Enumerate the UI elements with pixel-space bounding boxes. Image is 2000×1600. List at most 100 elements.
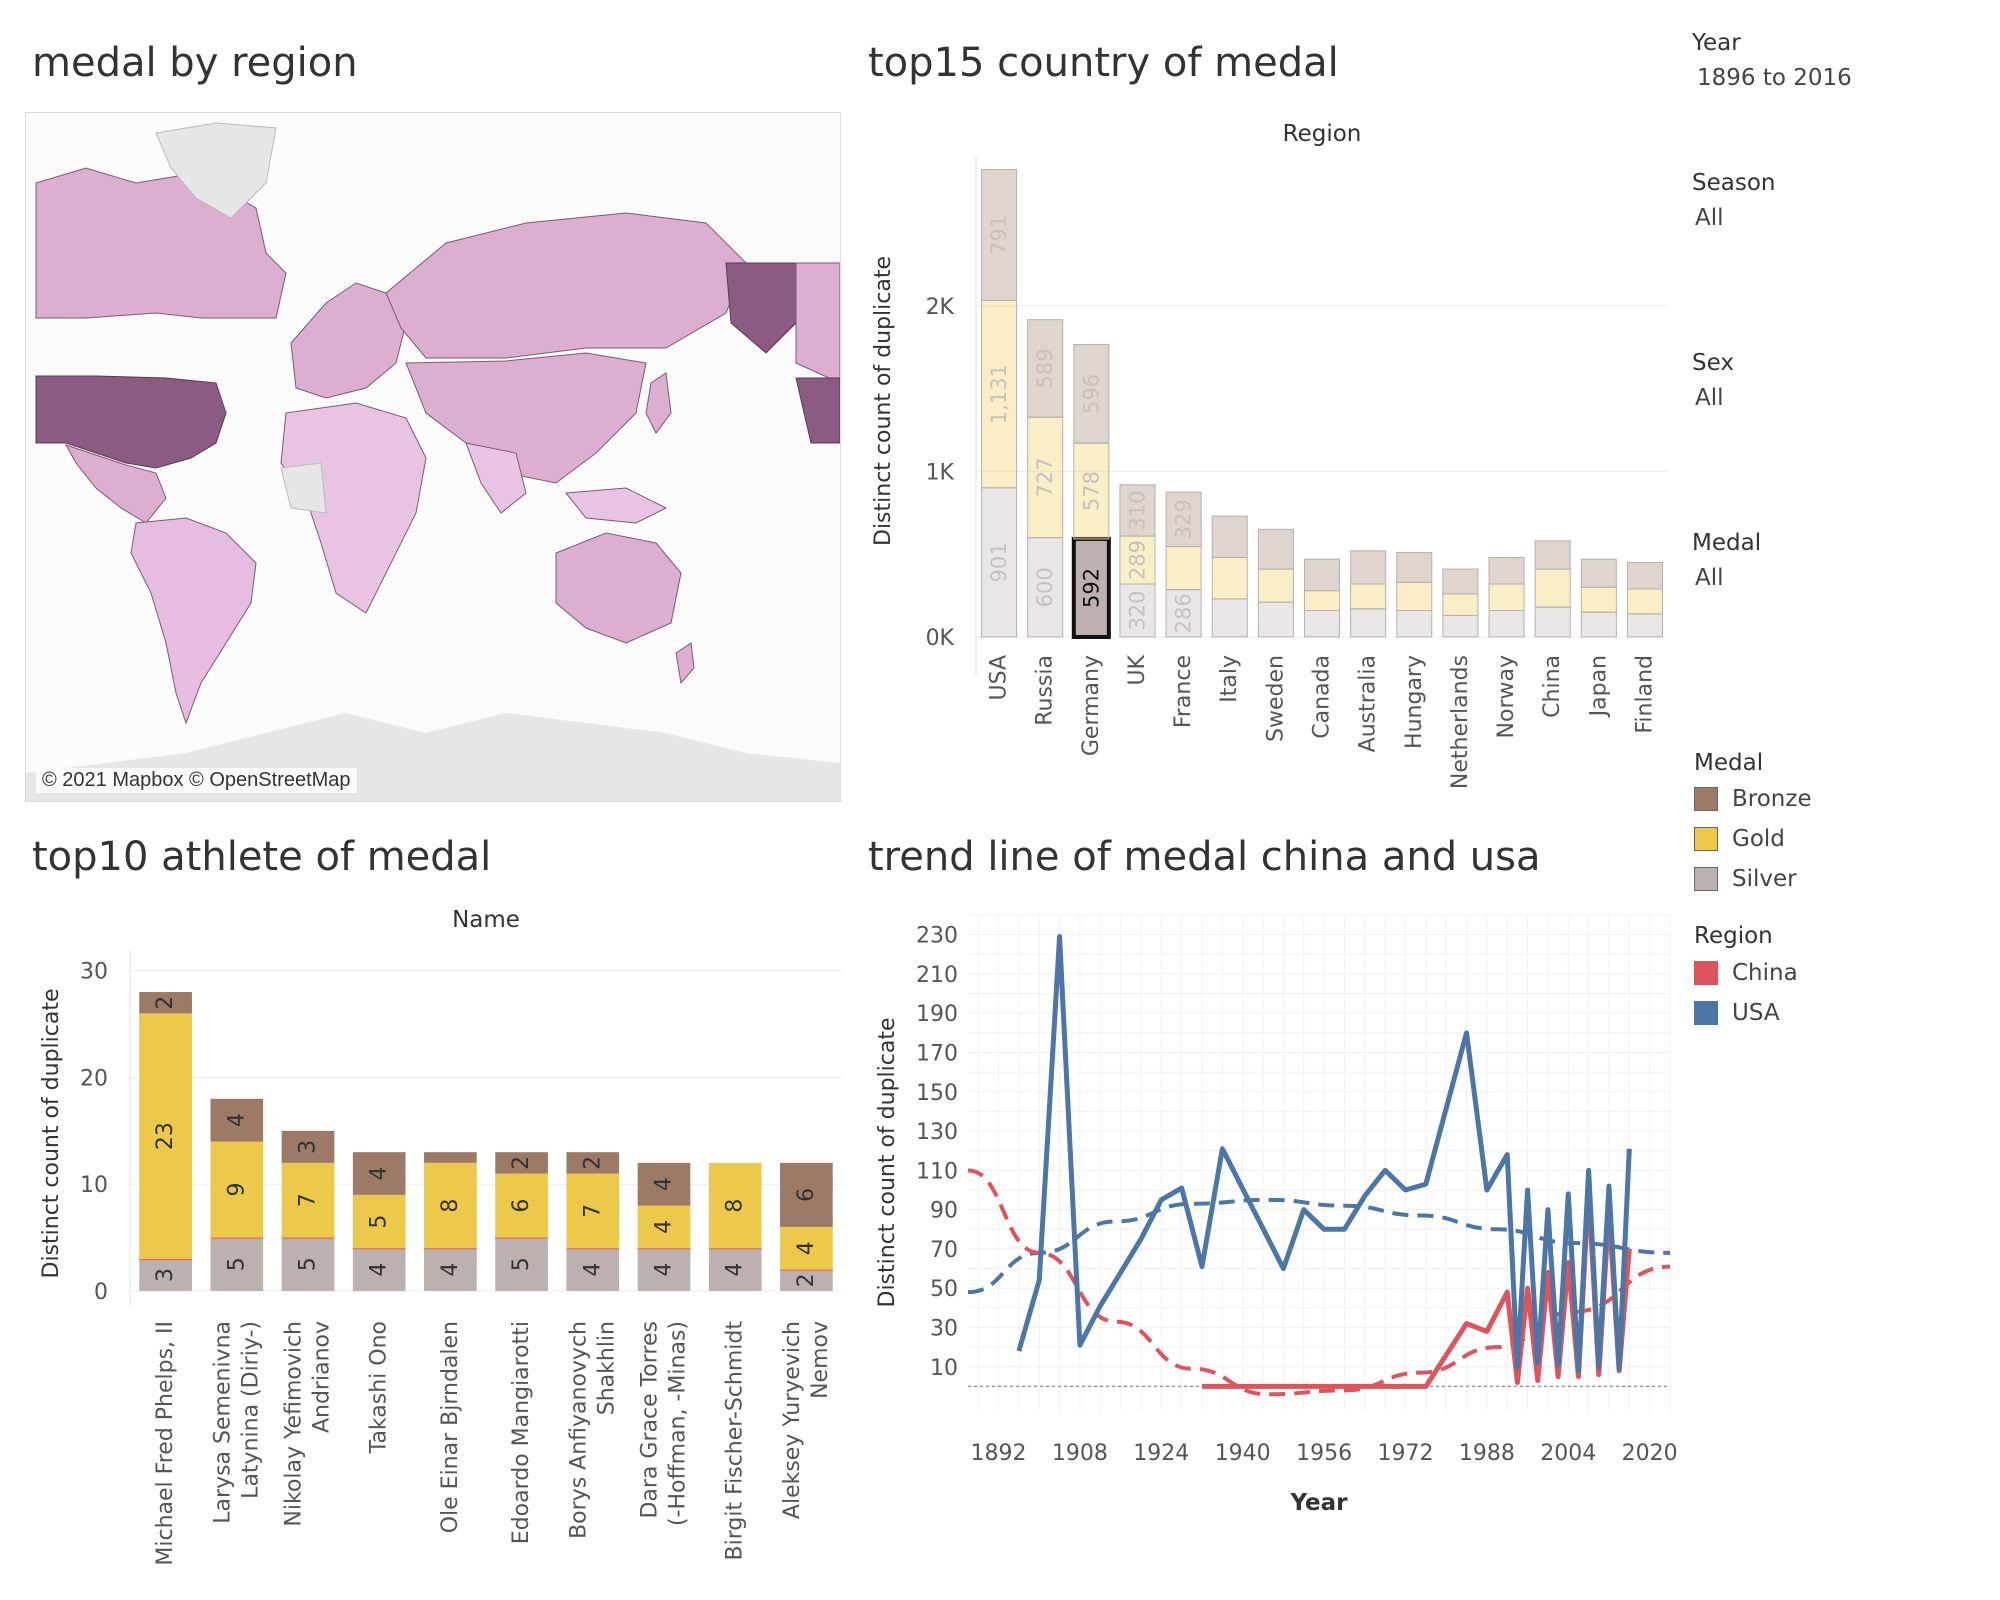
bar-segment[interactable] xyxy=(1534,568,1571,608)
bar-segment[interactable] xyxy=(1165,589,1202,638)
bar-segment[interactable] xyxy=(1534,540,1571,570)
bar-segment[interactable] xyxy=(1350,550,1387,585)
bar-segment[interactable] xyxy=(1626,561,1663,590)
bar-segment[interactable] xyxy=(1350,608,1387,638)
bar-segment[interactable] xyxy=(1073,442,1110,540)
bar-segment[interactable] xyxy=(708,1248,762,1291)
sex-filter-value[interactable]: All xyxy=(1695,385,1724,411)
usa-east-region[interactable] xyxy=(795,377,840,444)
legend-item-bronze[interactable]: Bronze xyxy=(1694,784,1812,814)
bar-segment[interactable] xyxy=(1442,568,1479,595)
medal-filter-value[interactable]: All xyxy=(1695,565,1724,591)
legend-item-china[interactable]: China xyxy=(1694,958,1798,988)
world-map[interactable]: © 2021 Mapbox © OpenStreetMap xyxy=(25,112,841,802)
europe-region[interactable] xyxy=(290,282,407,399)
usa-region[interactable] xyxy=(35,375,227,469)
bar-segment[interactable] xyxy=(1396,610,1433,638)
bar-segment[interactable] xyxy=(1488,610,1525,638)
asia-region[interactable] xyxy=(405,352,647,484)
bar-segment[interactable] xyxy=(1626,613,1663,638)
bar-segment[interactable] xyxy=(637,1205,691,1249)
bar-segment[interactable] xyxy=(981,299,1018,489)
bar-segment[interactable] xyxy=(1350,583,1387,610)
japan-region[interactable] xyxy=(645,372,672,434)
bar-segment[interactable] xyxy=(281,1130,335,1163)
bar-segment[interactable] xyxy=(281,1162,335,1238)
south-america-region[interactable] xyxy=(130,517,257,725)
bar-segment[interactable] xyxy=(1257,528,1294,570)
bar-segment[interactable] xyxy=(424,1162,477,1249)
bar-segment[interactable] xyxy=(1027,416,1064,539)
legend-item-usa[interactable]: USA xyxy=(1694,998,1780,1028)
legend-item-gold[interactable]: Gold xyxy=(1694,824,1785,854)
bar-segment[interactable] xyxy=(1580,586,1617,613)
bar-segment[interactable] xyxy=(495,1173,548,1238)
bar-segment[interactable] xyxy=(352,1194,406,1249)
bar-segment[interactable] xyxy=(780,1226,833,1270)
bar-segment[interactable] xyxy=(1580,558,1617,588)
bar-segment[interactable] xyxy=(495,1237,548,1291)
bar-segment[interactable] xyxy=(1211,557,1248,600)
south-asia-region[interactable] xyxy=(465,442,527,514)
bar-segment[interactable] xyxy=(424,1152,477,1163)
bar-segment[interactable] xyxy=(566,1152,620,1174)
bar-segment[interactable] xyxy=(1211,515,1248,559)
bar-segment[interactable] xyxy=(637,1162,691,1206)
bar-segment[interactable] xyxy=(780,1269,833,1291)
bar-segment[interactable] xyxy=(352,1248,406,1291)
alaska-region[interactable] xyxy=(725,262,797,354)
bar-segment[interactable] xyxy=(1165,546,1202,591)
bar-segment[interactable] xyxy=(1488,557,1525,585)
bar-segment[interactable] xyxy=(1073,344,1110,444)
bar-segment[interactable] xyxy=(566,1173,620,1249)
bar-segment[interactable] xyxy=(981,168,1018,301)
bar-segment[interactable] xyxy=(495,1152,548,1174)
bar-segment[interactable] xyxy=(139,1258,192,1291)
bar-segment[interactable] xyxy=(1303,590,1341,612)
bar-segment[interactable] xyxy=(139,1013,192,1259)
bar-segment[interactable] xyxy=(281,1237,335,1291)
bar-segment[interactable] xyxy=(1211,598,1248,638)
bar-segment[interactable] xyxy=(780,1162,833,1227)
bar-segment[interactable] xyxy=(352,1152,406,1195)
bar-segment[interactable] xyxy=(1303,610,1341,638)
bar-segment[interactable] xyxy=(1165,491,1202,548)
bar-segment[interactable] xyxy=(1027,319,1064,418)
bar-segment[interactable] xyxy=(1119,484,1156,537)
bar-segment[interactable] xyxy=(1488,583,1525,612)
bar-segment[interactable] xyxy=(1626,588,1663,615)
bar-segment[interactable] xyxy=(1303,558,1341,592)
russia-region[interactable] xyxy=(385,212,747,359)
world-map-canvas[interactable] xyxy=(26,113,840,801)
bar-segment[interactable] xyxy=(1027,537,1064,638)
bar-segment[interactable] xyxy=(1071,536,1111,639)
bar-segment[interactable] xyxy=(1396,581,1433,612)
bar-segment[interactable] xyxy=(981,487,1018,638)
season-filter-value[interactable]: All xyxy=(1695,205,1724,231)
greenland-region[interactable] xyxy=(155,122,277,219)
bar-segment[interactable] xyxy=(1119,535,1156,585)
bar-segment[interactable] xyxy=(637,1248,691,1291)
bar-segment[interactable] xyxy=(1442,614,1479,638)
series-line-usa[interactable] xyxy=(1016,934,1632,1374)
africa-unmatched-region[interactable] xyxy=(280,462,327,514)
bar-segment[interactable] xyxy=(566,1248,620,1291)
bar-segment[interactable] xyxy=(424,1248,477,1291)
bar-segment[interactable] xyxy=(1580,611,1617,638)
new-zealand-region[interactable] xyxy=(675,642,695,685)
bar-segment[interactable] xyxy=(708,1162,762,1249)
year-filter-value[interactable]: 1896 to 2016 xyxy=(1697,65,1852,91)
trend-line-usa[interactable] xyxy=(967,1197,1671,1295)
bar-segment[interactable] xyxy=(139,992,192,1014)
bar-segment[interactable] xyxy=(1534,606,1571,638)
southeast-asia-region[interactable] xyxy=(565,487,668,524)
bar-segment[interactable] xyxy=(1257,601,1294,638)
bar-segment[interactable] xyxy=(1442,593,1479,616)
legend-item-silver[interactable]: Silver xyxy=(1694,864,1797,894)
bar-segment[interactable] xyxy=(210,1141,264,1238)
bar-segment[interactable] xyxy=(1119,583,1156,638)
bar-segment[interactable] xyxy=(210,1098,264,1142)
bar-segment[interactable] xyxy=(210,1237,264,1291)
bar-segment[interactable] xyxy=(1396,552,1433,583)
australia-region[interactable] xyxy=(555,532,682,644)
